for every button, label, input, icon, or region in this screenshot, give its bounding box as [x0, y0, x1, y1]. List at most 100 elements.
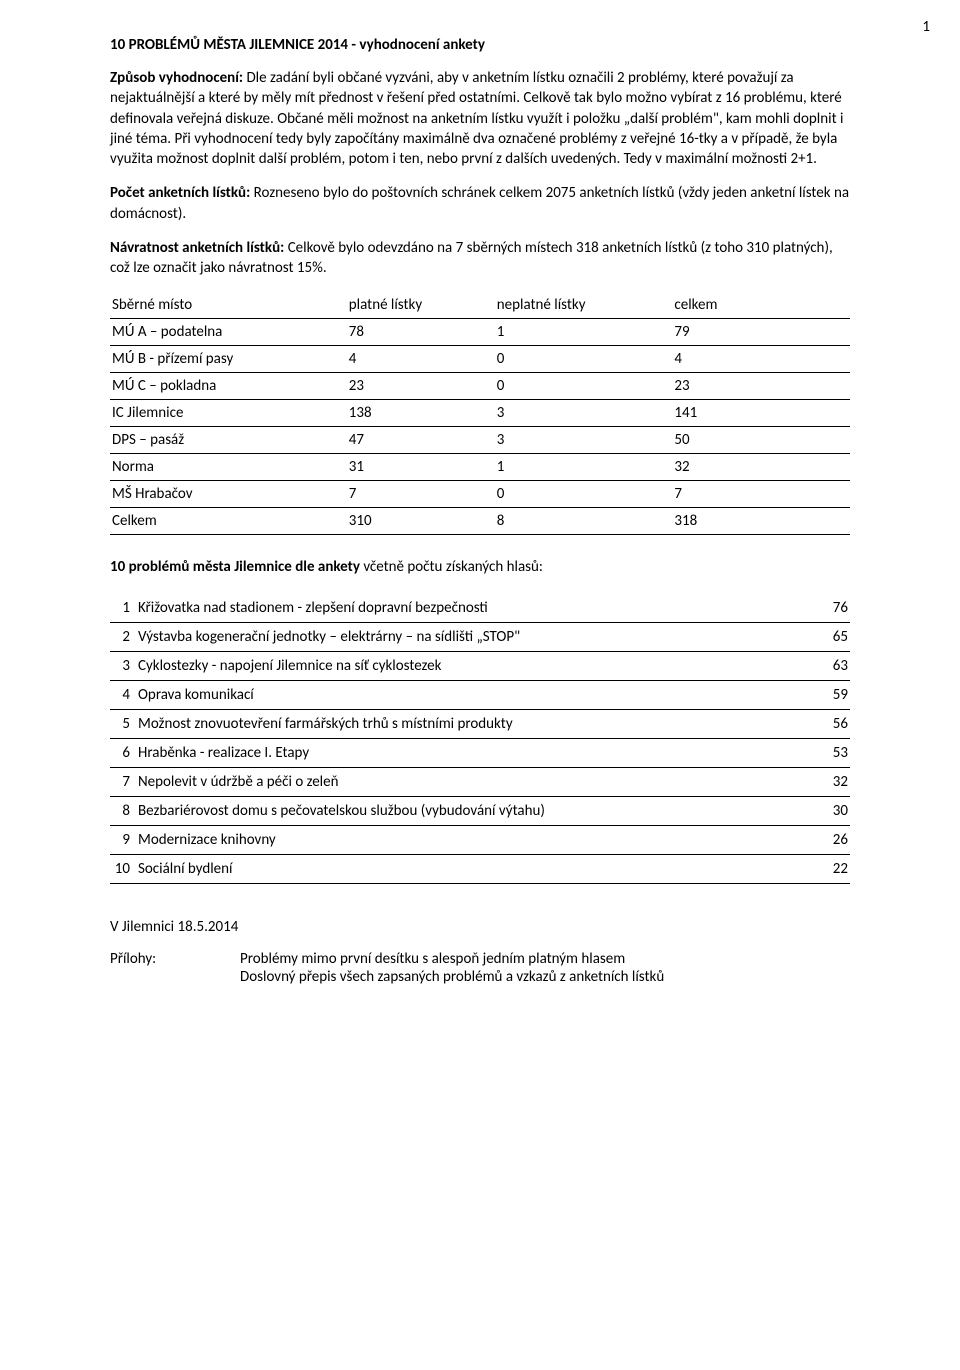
attachments-label: Přílohy:: [110, 950, 240, 986]
table-cell: 50: [672, 427, 850, 454]
table-row: 8Bezbariérovost domu s pečovatelskou slu…: [110, 796, 850, 825]
attachment-line: Problémy mimo první desítku s alespoň je…: [240, 950, 850, 968]
problem-votes: 53: [810, 738, 850, 767]
table-header-row: Sběrné místoplatné lístkyneplatné lístky…: [110, 292, 850, 319]
problem-votes: 32: [810, 767, 850, 796]
table-row: IC Jilemnice1383141: [110, 400, 850, 427]
table-row: 3Cyklostezky - napojení Jilemnice na síť…: [110, 651, 850, 680]
table-cell: DPS – pasáž: [110, 427, 347, 454]
method-paragraph: Způsob vyhodnocení: Dle zadání byli obča…: [110, 68, 850, 169]
table-cell: 138: [347, 400, 495, 427]
problems-ranking-table: 1Křižovatka nad stadionem - zlepšení dop…: [110, 594, 850, 884]
table-cell: 3: [495, 400, 673, 427]
count-paragraph: Počet anketních lístků: Rozneseno bylo d…: [110, 183, 850, 224]
problem-rank: 7: [110, 767, 136, 796]
table-header-cell: Sběrné místo: [110, 292, 347, 319]
table-cell: 7: [347, 481, 495, 508]
return-label: Návratnost anketních lístků:: [110, 239, 284, 257]
problems-heading-bold: 10 problémů města Jilemnice dle ankety: [110, 558, 360, 576]
attachments-block: Přílohy: Problémy mimo první desítku s a…: [110, 950, 850, 986]
problem-rank: 8: [110, 796, 136, 825]
table-cell: 3: [495, 427, 673, 454]
problem-label: Možnost znovuotevření farmářských trhů s…: [136, 709, 810, 738]
table-cell: 318: [672, 508, 850, 535]
table-row: 7Nepolevit v údržbě a péči o zeleň32: [110, 767, 850, 796]
table-header-cell: celkem: [672, 292, 850, 319]
table-cell: IC Jilemnice: [110, 400, 347, 427]
table-cell: 31: [347, 454, 495, 481]
table-row: Celkem3108318: [110, 508, 850, 535]
problem-votes: 59: [810, 680, 850, 709]
problem-rank: 2: [110, 622, 136, 651]
problem-label: Bezbariérovost domu s pečovatelskou služ…: [136, 796, 810, 825]
problem-rank: 6: [110, 738, 136, 767]
table-cell: 4: [347, 346, 495, 373]
table-row: MŠ Hrabačov707: [110, 481, 850, 508]
table-cell: 7: [672, 481, 850, 508]
return-paragraph: Návratnost anketních lístků: Celkově byl…: [110, 238, 850, 279]
table-cell: MŠ Hrabačov: [110, 481, 347, 508]
table-cell: 78: [347, 319, 495, 346]
table-cell: 8: [495, 508, 673, 535]
problem-label: Křižovatka nad stadionem - zlepšení dopr…: [136, 594, 810, 623]
table-cell: 310: [347, 508, 495, 535]
problem-label: Modernizace knihovny: [136, 825, 810, 854]
attachment-line: Doslovný přepis všech zapsaných problémů…: [240, 968, 850, 986]
page-number: 1: [922, 18, 930, 36]
problem-label: Nepolevit v údržbě a péči o zeleň: [136, 767, 810, 796]
table-row: 2Výstavba kogenerační jednotky – elektrá…: [110, 622, 850, 651]
count-label: Počet anketních lístků:: [110, 184, 250, 202]
table-cell: Celkem: [110, 508, 347, 535]
table-row: MÚ A – podatelna78179: [110, 319, 850, 346]
table-cell: Norma: [110, 454, 347, 481]
document-page: 1 10 PROBLÉMŮ MĚSTA JILEMNICE 2014 - vyh…: [0, 0, 960, 1370]
table-cell: 32: [672, 454, 850, 481]
document-footer: V Jilemnici 18.5.2014 Přílohy: Problémy …: [110, 918, 850, 986]
problem-label: Sociální bydlení: [136, 854, 810, 883]
problem-votes: 63: [810, 651, 850, 680]
problem-label: Hraběnka - realizace I. Etapy: [136, 738, 810, 767]
table-row: MÚ B - přízemí pasy404: [110, 346, 850, 373]
table-cell: 0: [495, 373, 673, 400]
table-cell: MÚ C – pokladna: [110, 373, 347, 400]
table-cell: 4: [672, 346, 850, 373]
problems-heading: 10 problémů města Jilemnice dle ankety v…: [110, 557, 850, 577]
problem-votes: 56: [810, 709, 850, 738]
table-body: 1Křižovatka nad stadionem - zlepšení dop…: [110, 594, 850, 884]
table-cell: 47: [347, 427, 495, 454]
problem-votes: 26: [810, 825, 850, 854]
problem-rank: 9: [110, 825, 136, 854]
table-row: 5Možnost znovuotevření farmářských trhů …: [110, 709, 850, 738]
table-cell: MÚ A – podatelna: [110, 319, 347, 346]
problem-votes: 30: [810, 796, 850, 825]
collection-points-table: Sběrné místoplatné lístkyneplatné lístky…: [110, 292, 850, 535]
table-cell: 23: [672, 373, 850, 400]
problem-rank: 3: [110, 651, 136, 680]
table-header-cell: neplatné lístky: [495, 292, 673, 319]
table-header-cell: platné lístky: [347, 292, 495, 319]
table-row: 1Křižovatka nad stadionem - zlepšení dop…: [110, 594, 850, 623]
table-row: 4Oprava komunikací59: [110, 680, 850, 709]
table-row: Norma31132: [110, 454, 850, 481]
table-row: 6Hraběnka - realizace I. Etapy53: [110, 738, 850, 767]
problem-votes: 76: [810, 594, 850, 623]
problem-votes: 22: [810, 854, 850, 883]
table-body: MÚ A – podatelna78179MÚ B - přízemí pasy…: [110, 319, 850, 535]
table-cell: 1: [495, 454, 673, 481]
problem-label: Oprava komunikací: [136, 680, 810, 709]
table-row: 9Modernizace knihovny26: [110, 825, 850, 854]
table-cell: 0: [495, 346, 673, 373]
problem-rank: 1: [110, 594, 136, 623]
table-cell: 23: [347, 373, 495, 400]
attachments-lines: Problémy mimo první desítku s alespoň je…: [240, 950, 850, 986]
table-row: MÚ C – pokladna23023: [110, 373, 850, 400]
table-row: 10Sociální bydlení22: [110, 854, 850, 883]
problem-rank: 10: [110, 854, 136, 883]
problems-heading-rest: včetně počtu získaných hlasů:: [360, 558, 543, 576]
footer-date-place: V Jilemnici 18.5.2014: [110, 918, 850, 936]
document-title: 10 PROBLÉMŮ MĚSTA JILEMNICE 2014 - vyhod…: [110, 36, 850, 54]
table-cell: 1: [495, 319, 673, 346]
table-cell: MÚ B - přízemí pasy: [110, 346, 347, 373]
problem-rank: 4: [110, 680, 136, 709]
table-cell: 79: [672, 319, 850, 346]
